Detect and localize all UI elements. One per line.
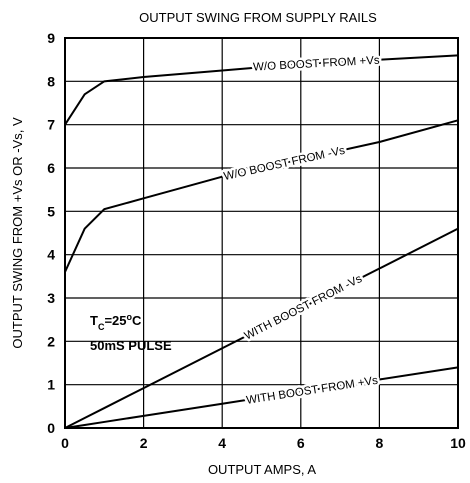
x-tick-label: 8 (376, 435, 384, 451)
series-label: WITH BOOST FROM +Vs (245, 375, 379, 407)
annotation-part: C (98, 322, 105, 332)
annotation: 50mS PULSE (90, 338, 172, 353)
y-tick-label: 4 (47, 247, 55, 263)
y-tick-label: 7 (47, 117, 55, 133)
y-tick-label: 9 (47, 30, 55, 46)
series-label: W/O BOOST FROM -Vs (223, 145, 347, 183)
annotation-part: o (127, 312, 133, 322)
annotation-part: C (132, 313, 142, 328)
y-tick-label: 3 (47, 290, 55, 306)
series-line (64, 227, 459, 429)
y-axis-label: OUTPUT SWING FROM +Vs OR -Vs, V (10, 117, 25, 349)
series-line (64, 366, 459, 429)
y-tick-label: 1 (47, 377, 55, 393)
x-tick-label: 6 (297, 435, 305, 451)
x-tick-label: 2 (140, 435, 148, 451)
x-tick-label: 10 (450, 435, 466, 451)
series-line (64, 54, 459, 126)
y-tick-label: 5 (47, 203, 55, 219)
plot-frame (64, 37, 459, 429)
annotation-part: T (90, 313, 98, 328)
x-tick-label: 4 (218, 435, 226, 451)
y-tick-label: 2 (47, 333, 55, 349)
y-tick-label: 0 (47, 420, 55, 436)
chart-title: OUTPUT SWING FROM SUPPLY RAILS (139, 10, 377, 25)
x-tick-label: 0 (61, 435, 69, 451)
y-tick-label: 8 (47, 73, 55, 89)
y-tick-label: 6 (47, 160, 55, 176)
x-axis-label: OUTPUT AMPS, A (208, 462, 316, 477)
series-label: W/O BOOST FROM +Vs (253, 55, 380, 74)
annotation-part: =25 (104, 313, 126, 328)
series-label: WITH BOOST FROM -Vs (243, 273, 365, 343)
annotation: TC=25oC (90, 312, 142, 332)
series-line (64, 119, 459, 273)
